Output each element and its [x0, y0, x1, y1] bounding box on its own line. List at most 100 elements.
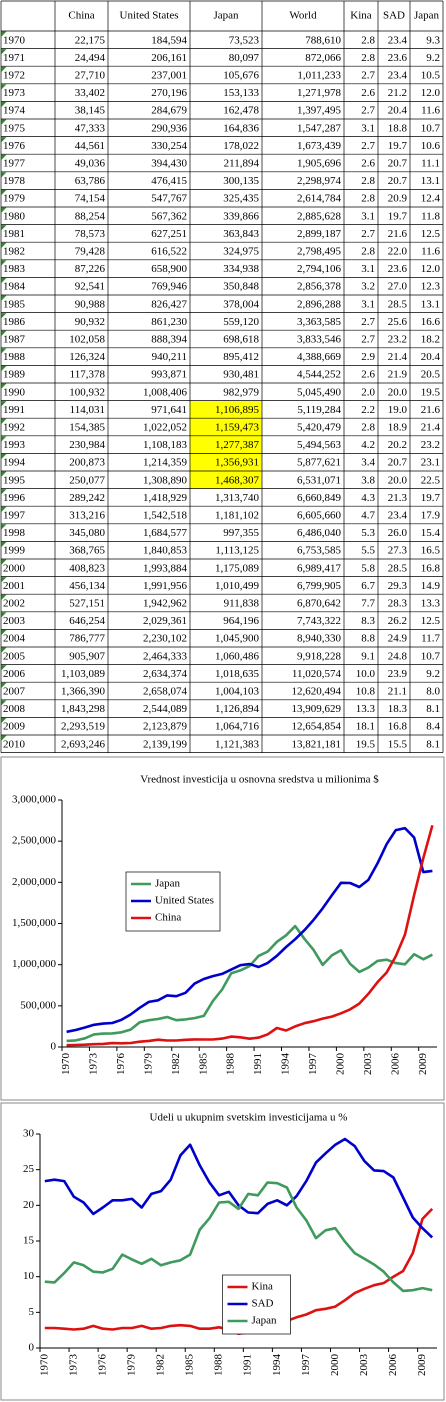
- year-cell: 1979: [3, 193, 26, 205]
- table-cell: 1,018,635: [215, 668, 260, 680]
- table-cell: 47,333: [75, 122, 106, 134]
- table-cell: 17.9: [421, 510, 441, 522]
- table-cell: 1,356,931: [215, 457, 259, 469]
- year-cell: 1998: [3, 527, 26, 539]
- table-cell: 2,634,374: [143, 668, 188, 680]
- table-cell: 5.3: [361, 527, 375, 539]
- text-number-indicator: [1, 717, 7, 723]
- table-cell: 29.3: [388, 580, 408, 592]
- table-cell: 12.5: [421, 615, 441, 627]
- table-cell: 20.5: [421, 369, 441, 381]
- text-number-indicator: [1, 101, 7, 107]
- table-cell: 289,242: [69, 492, 105, 504]
- table-cell: 11.7: [421, 633, 440, 645]
- chart-frame: [0, 1102, 445, 1401]
- year-cell: 2004: [3, 633, 26, 645]
- table-cell: 23.4: [388, 34, 408, 46]
- column-header: Japan: [213, 10, 239, 22]
- table-cell: 10.7: [421, 650, 441, 662]
- legend-label: China: [155, 912, 181, 924]
- year-cell: 2009: [3, 721, 26, 733]
- table-cell: 8.1: [426, 703, 440, 715]
- text-number-indicator: [1, 207, 7, 213]
- table-cell: 964,196: [223, 615, 259, 627]
- x-tick-label: 1988: [213, 1354, 225, 1377]
- table-cell: 3.1: [361, 210, 375, 222]
- table-cell: 861,230: [151, 316, 187, 328]
- year-cell: 1984: [3, 281, 26, 293]
- x-tick-label: 1988: [225, 1053, 237, 1076]
- table-cell: 18.3: [388, 703, 408, 715]
- table-cell: 334,938: [223, 263, 259, 275]
- table-cell: 23.4: [388, 510, 408, 522]
- y-tick-label: 5: [29, 1306, 35, 1318]
- x-tick-label: 1970: [38, 1354, 50, 1377]
- table-cell: 2.6: [361, 369, 375, 381]
- text-number-indicator: [1, 436, 7, 442]
- table-cell: 2,896,288: [297, 298, 342, 310]
- table-cell: 324,975: [223, 246, 259, 258]
- table-cell: 3,363,585: [297, 316, 342, 328]
- x-tick-label: 1970: [60, 1053, 72, 1076]
- text-number-indicator: [1, 172, 7, 178]
- table-cell: 456,134: [69, 580, 105, 592]
- table-cell: 3.1: [361, 298, 375, 310]
- table-cell: 270,196: [151, 87, 187, 99]
- table-cell: 2.2: [361, 404, 375, 416]
- table-cell: 559,120: [223, 316, 259, 328]
- year-cell: 2002: [3, 598, 25, 610]
- x-tick-label: 2003: [362, 1053, 374, 1076]
- table-cell: 2.7: [361, 334, 375, 346]
- table-cell: 38,145: [75, 105, 106, 117]
- table-cell: 23.4: [388, 70, 408, 82]
- table-cell: 1,113,125: [215, 545, 259, 557]
- table-cell: 8.0: [426, 686, 440, 698]
- table-cell: 20.7: [388, 158, 408, 170]
- table-cell: 3.4: [361, 457, 375, 469]
- table-cell: 87,226: [75, 263, 106, 275]
- table-cell: 2,293,519: [61, 721, 106, 733]
- table-cell: 20.2: [388, 439, 407, 451]
- year-cell: 1975: [3, 122, 26, 134]
- table-cell: 2.7: [361, 228, 375, 240]
- table-cell: 616,522: [151, 246, 187, 258]
- year-cell: 1993: [3, 439, 26, 451]
- table-cell: 2.8: [361, 175, 375, 187]
- table-cell: 162,478: [223, 105, 259, 117]
- table-cell: 8.4: [426, 721, 440, 733]
- table-cell: 1,022,052: [143, 422, 187, 434]
- text-number-indicator: [1, 277, 7, 283]
- text-number-indicator: [1, 418, 7, 424]
- table-cell: 8,940,330: [297, 633, 342, 645]
- table-cell: 33,402: [75, 87, 105, 99]
- table-cell: 1,843,298: [61, 703, 106, 715]
- y-tick-label: 1,000,000: [12, 958, 57, 970]
- table-cell: 19.7: [388, 140, 408, 152]
- text-number-indicator: [1, 119, 7, 125]
- table-cell: 1,313,740: [215, 492, 260, 504]
- table-cell: 1,684,577: [143, 527, 188, 539]
- table-cell: 4.2: [361, 439, 375, 451]
- table-cell: 1,542,518: [143, 510, 188, 522]
- table-cell: 2.7: [361, 316, 375, 328]
- table-cell: 22.5: [421, 474, 441, 486]
- table-cell: 290,936: [151, 122, 187, 134]
- table-cell: 21.9: [388, 369, 408, 381]
- table-cell: 895,412: [223, 351, 259, 363]
- table-cell: 24.8: [388, 650, 408, 662]
- series-line: [44, 1137, 434, 1239]
- text-number-indicator: [1, 559, 7, 565]
- table-cell: 16.8: [421, 562, 441, 574]
- year-cell: 1978: [3, 175, 26, 187]
- y-tick-label: 500,000: [20, 999, 56, 1011]
- table-cell: 2.7: [361, 140, 375, 152]
- table-cell: 9,918,228: [297, 650, 342, 662]
- x-tick-label: 2006: [387, 1354, 399, 1377]
- text-number-indicator: [1, 137, 7, 143]
- legend-label: SAD: [252, 1298, 274, 1310]
- table-cell: 27.3: [388, 545, 408, 557]
- year-cell: 2006: [3, 668, 26, 680]
- text-number-indicator: [1, 154, 7, 160]
- table-cell: 19.5: [421, 386, 441, 398]
